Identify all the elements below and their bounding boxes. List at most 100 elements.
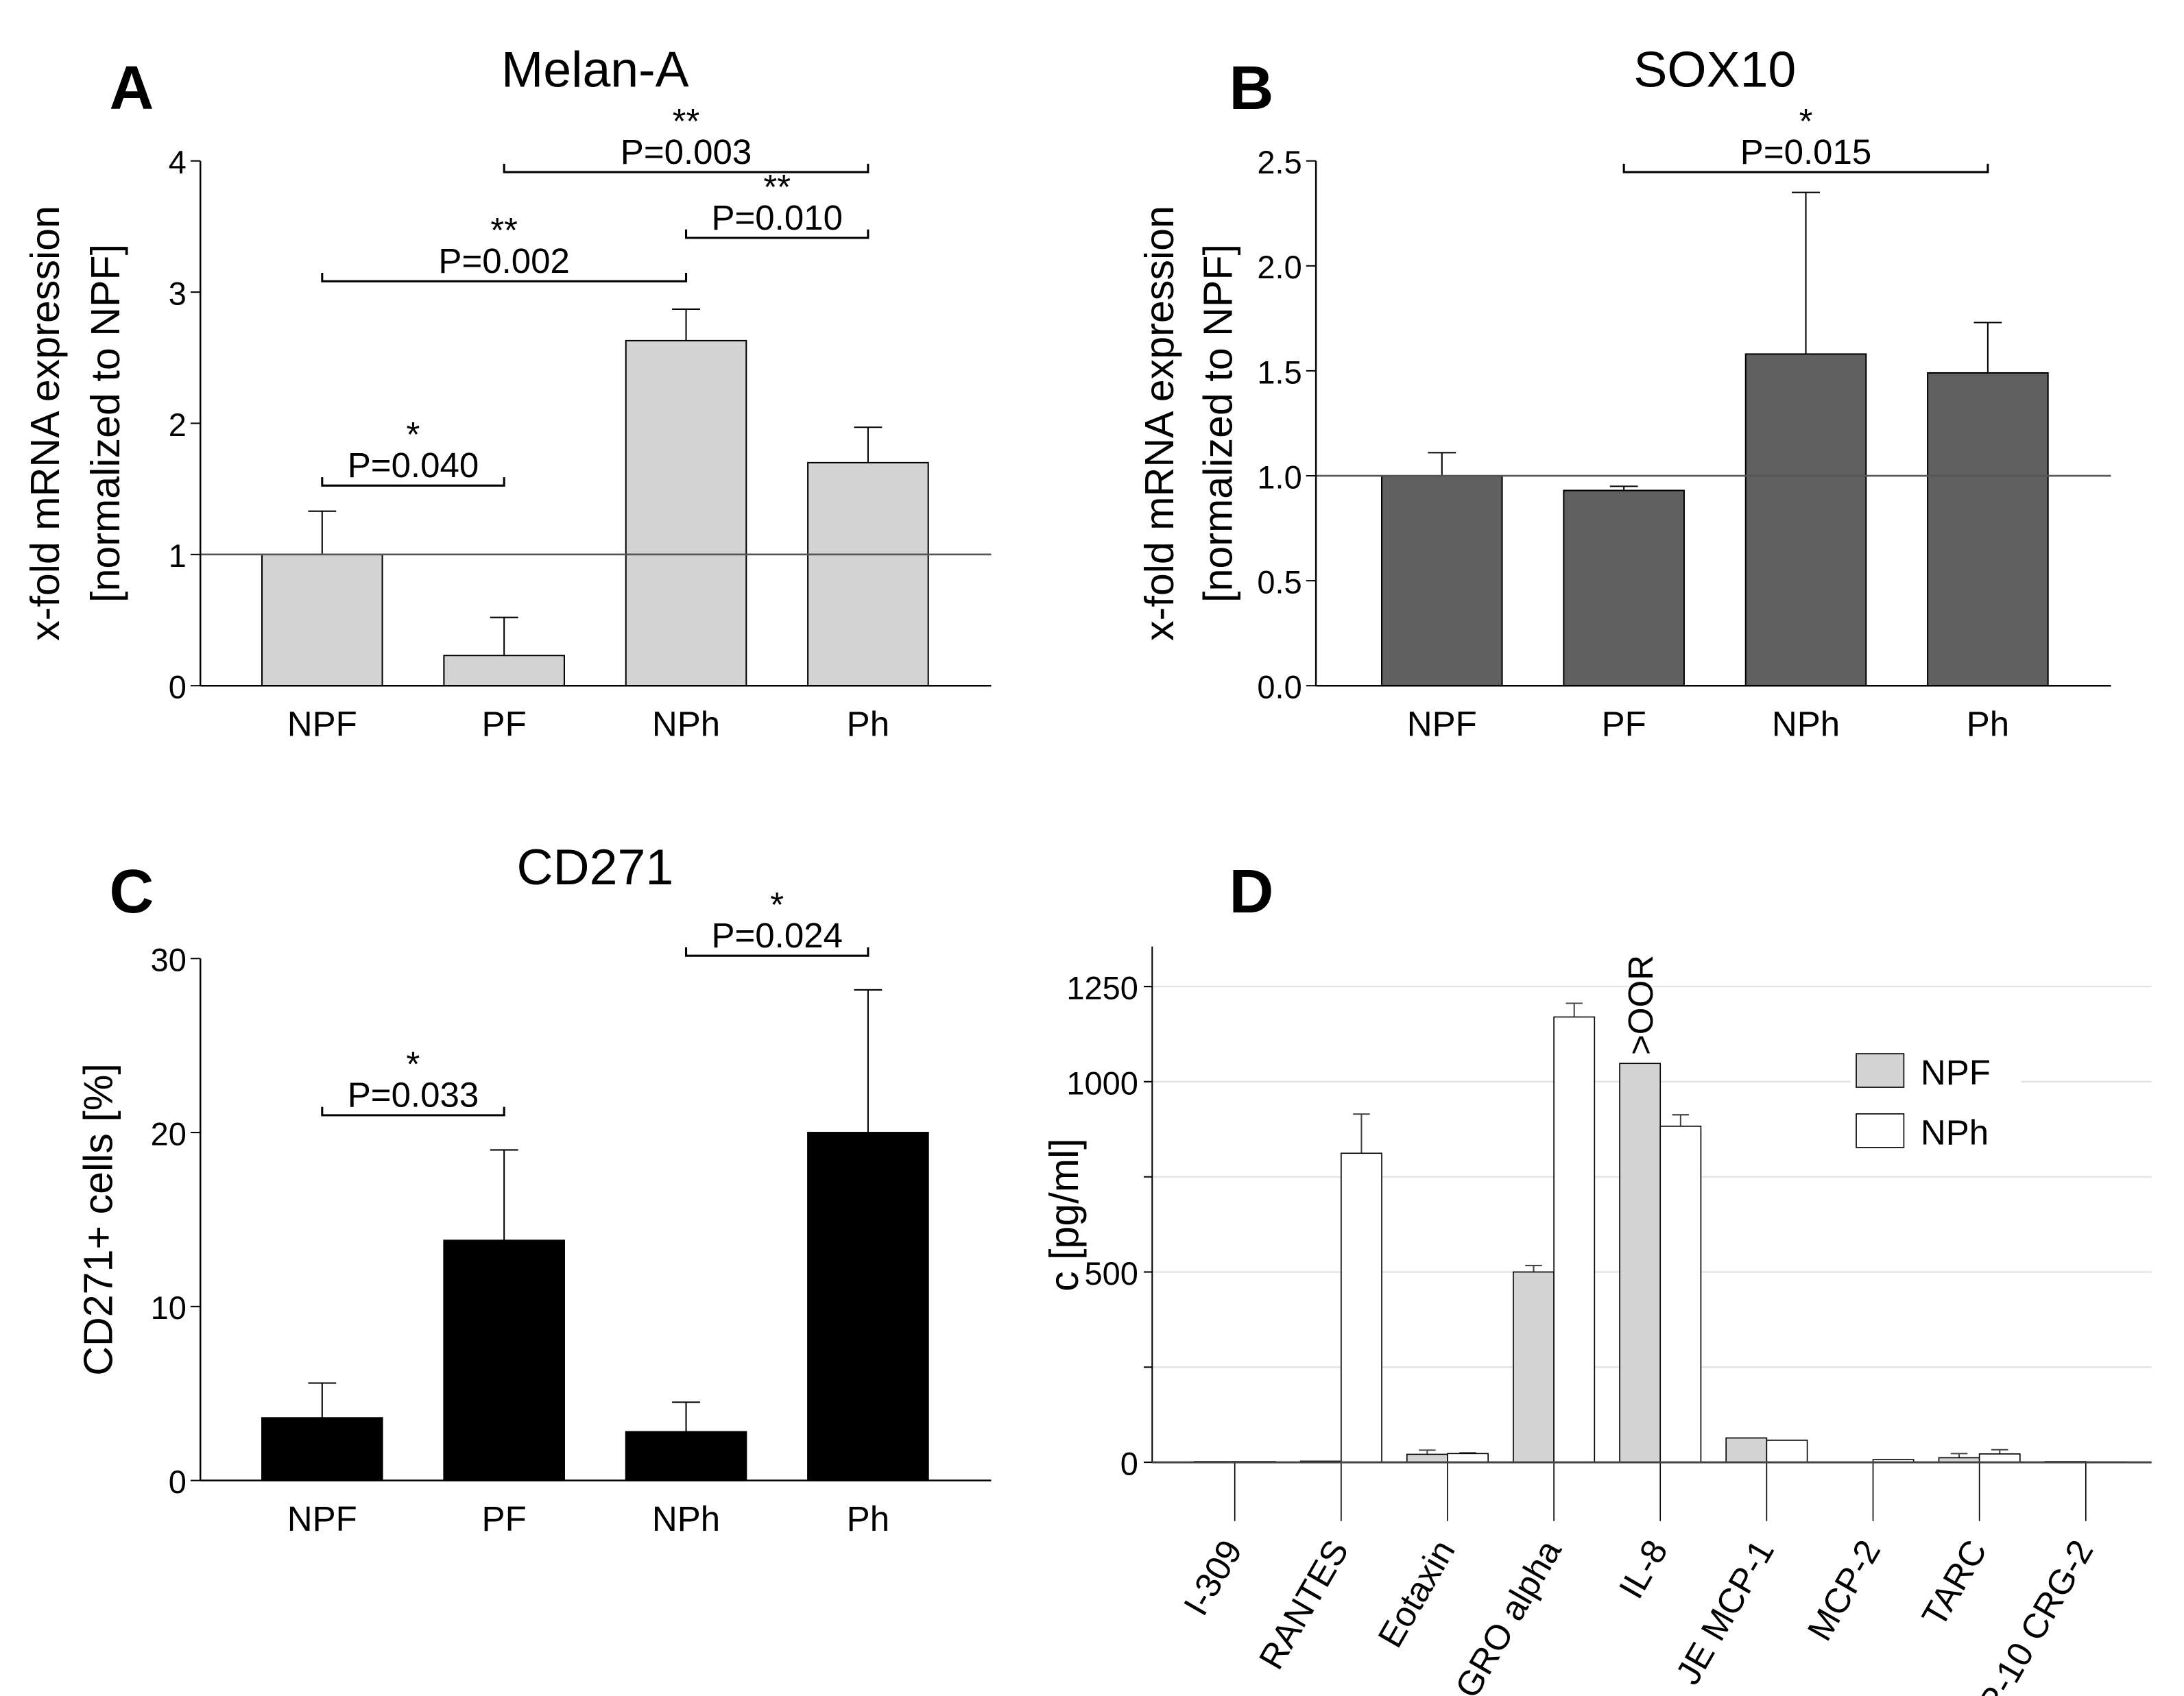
significance-stars: * [407,1045,420,1084]
bar-ph [807,461,929,687]
bar-npf [261,1417,383,1481]
x-tick-label: NPh [652,705,720,744]
bar-pf [1563,489,1685,687]
bar-nph [1978,1453,2021,1463]
significance-stars: * [407,415,420,454]
y-tick-label: 4 [169,145,187,180]
x-tick-label: IL-8 [1611,1534,1675,1606]
y-tick-label: 0 [169,1464,187,1500]
significance-bracket [321,477,505,487]
significance-stars: ** [490,210,518,250]
y-tick-label: 1000 [1066,1065,1138,1101]
p-value-label: P=0.015 [1740,132,1871,171]
chart-title: Melan-A [501,41,689,98]
y-axis-label: CD271+ cells [%] [75,1063,121,1376]
bar-nph [1447,1453,1489,1463]
y-axis-label: [normalized to NPF] [1195,244,1241,603]
y-tick-label: 1250 [1066,970,1138,1006]
bar-pf [443,1239,565,1481]
p-value-label: P=0.002 [438,241,569,280]
significance-stars: ** [673,101,700,141]
x-tick-label: MCP-2 [1800,1534,1888,1647]
x-tick-label: JE MCP-1 [1668,1534,1782,1691]
legend-label: NPF [1921,1053,1991,1092]
y-tick-label: 500 [1085,1256,1138,1292]
significance-bracket [685,947,869,957]
significance-bracket [321,1106,505,1117]
y-axis-label: [normalized to NPF] [82,244,128,603]
x-tick-label: PF [482,705,527,744]
y-tick-label: 0 [169,670,187,705]
y-tick-label: 2 [169,407,187,443]
chart-title: SOX10 [1633,41,1796,98]
significance-bracket [503,163,869,173]
significance-bracket [321,273,688,282]
chart-title: CD271 [517,838,674,895]
bar-npf [1406,1453,1448,1463]
p-value-label: P=0.024 [711,916,842,955]
y-tick-label: 1 [169,538,187,574]
x-tick-label: Ph [847,705,889,744]
panel-letter-d: D [1229,858,1274,926]
bar-pf [443,655,565,687]
panel-c: C CD271 NPF PF NPh Ph 0 10 20 30 CD271+ cells [%… [75,838,992,1538]
x-tick-label: PF [482,1499,527,1538]
x-tick-label: Ph [1967,705,2009,744]
p-value-label: P=0.010 [711,198,842,237]
y-axis-label: c [pg/ml] [1041,1138,1087,1292]
bar-nph [1553,1016,1596,1463]
bar-npf [1381,475,1503,687]
legend-label: NPh [1921,1113,1989,1152]
significance-bracket [685,229,869,239]
bar-nph [625,1431,747,1481]
y-tick-label: 0.5 [1257,564,1301,600]
y-axis-label: x-fold mRNA expression [1136,206,1182,641]
y-tick-label: 2.0 [1257,250,1301,285]
bar-npf [1619,1063,1661,1463]
panel-b: B SOX10 NPF PF NPh Ph 0.0 0.5 1.0 1.5 2.0 2.5 x-fo… [1136,41,2111,744]
significance-stars: ** [763,167,791,206]
panel-letter-c: C [110,858,154,926]
significance-stars: * [770,885,784,924]
significance-stars: * [1799,101,1813,141]
significance-bracket [1622,163,1989,173]
bar-nph [1766,1440,1808,1463]
x-tick-label: NPh [652,1499,720,1538]
x-tick-label: NPF [287,705,357,744]
y-tick-label: 3 [169,276,187,311]
p-value-label: P=0.040 [348,446,479,485]
x-tick-label: Ph [847,1499,889,1538]
x-tick-label: GRO alpha [1448,1533,1569,1696]
x-tick-label: NPF [1407,705,1477,744]
y-tick-label: 1.0 [1257,459,1301,495]
bar-npf [1725,1437,1768,1463]
bar-ph [807,1132,929,1481]
x-tick-label: NPF [287,1499,357,1538]
legend-swatch-npf [1856,1053,1905,1088]
panel-letter-a: A [110,54,154,123]
bar-npf [1513,1271,1555,1463]
x-tick-label: Eotaxin [1370,1534,1462,1654]
p-value-label: P=0.033 [348,1076,479,1115]
panel-a: A Melan-A NPF PF NPh Ph 0 1 2 3 4 x-fold mRNA exp… [22,41,992,744]
x-tick-label: I-309 [1176,1534,1250,1622]
p-value-label: P=0.003 [621,132,752,171]
x-tick-label: RANTES [1251,1534,1356,1676]
panel-letter-b: B [1229,54,1274,123]
bar-nph [1744,353,1867,687]
y-tick-label: 30 [151,943,187,978]
x-tick-label: TARC [1915,1534,1995,1633]
bar-nph [625,339,747,687]
x-tick-label: PF [1602,705,1646,744]
bar-nph [1341,1152,1382,1463]
y-tick-label: 0 [1120,1446,1138,1481]
bar-ph [1927,372,2049,687]
bar-npf [261,553,383,687]
y-tick-label: 20 [151,1116,187,1152]
y-axis-label: x-fold mRNA expression [22,206,68,641]
out-of-range-annotation: >OOR [1621,955,1660,1055]
y-tick-label: 0.0 [1257,670,1301,705]
y-tick-label: 1.5 [1257,354,1301,390]
